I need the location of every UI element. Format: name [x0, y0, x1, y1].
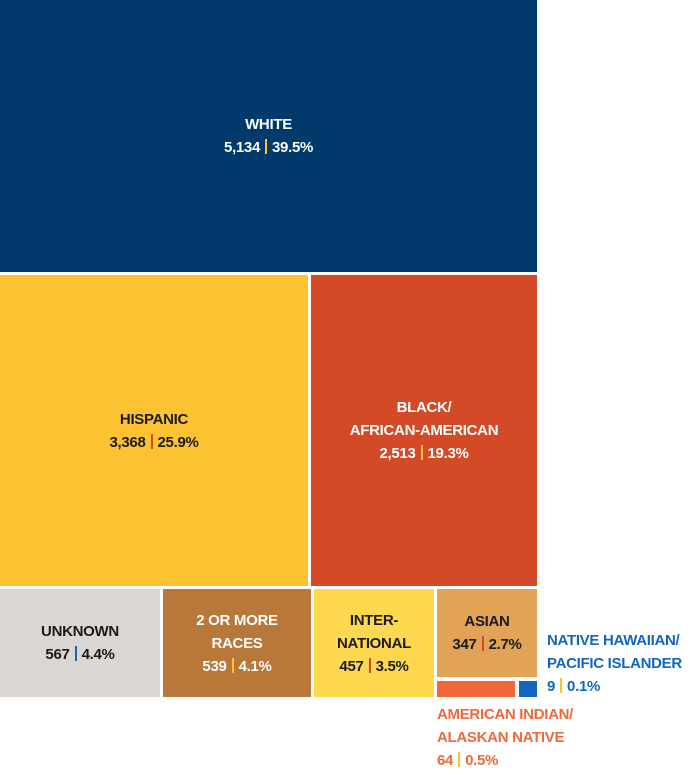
value-row: 9 0.1%	[547, 675, 600, 698]
percent-label: 4.1%	[238, 657, 272, 675]
percent-label: 4.4%	[81, 646, 115, 663]
count-label: 9	[547, 677, 556, 695]
percent-label: 3.5%	[375, 657, 409, 675]
tile	[437, 589, 537, 677]
category-name: INTER- NATIONAL	[337, 611, 411, 652]
count-label: 5,134	[223, 139, 260, 156]
category-name: NATIVE HAWAIIAN/ PACIFIC ISLANDER	[547, 631, 682, 672]
category-name: HISPANIC	[119, 410, 189, 428]
value-row: 567 4.4%	[45, 643, 115, 666]
percent-label: 25.9%	[157, 433, 199, 451]
separator	[481, 636, 484, 651]
percent-label: 39.5%	[272, 139, 314, 156]
percent-label: 0.1%	[567, 677, 601, 695]
tile-label: 2 OR MORE RACES 539 4.1%	[163, 589, 311, 697]
tile-label: AMERICAN INDIAN/ ALASKAN NATIVE 64 0.5%	[437, 702, 637, 772]
value-row: 64 0.5%	[437, 749, 498, 772]
category-name: UNKNOWN	[41, 623, 119, 640]
count-label: 64	[437, 751, 454, 769]
category-name: AMERICAN INDIAN/ ALASKAN NATIVE	[437, 705, 574, 746]
tile	[163, 589, 311, 697]
separator	[265, 139, 267, 154]
count-label: 567	[45, 646, 70, 663]
separator	[150, 433, 153, 449]
separator	[74, 646, 77, 661]
tile	[0, 0, 537, 272]
value-row: 5,134 39.5%	[224, 136, 313, 159]
tile	[519, 681, 537, 697]
count-label: 2,513	[379, 445, 416, 462]
tile	[0, 275, 308, 586]
percent-label: 19.3%	[427, 445, 469, 462]
tile	[314, 589, 434, 697]
value-row: 457 3.5%	[339, 655, 409, 678]
tile-label: HISPANIC 3,368 25.9%	[0, 275, 308, 586]
value-row: 347 2.7%	[452, 633, 522, 656]
tile-label: UNKNOWN 567 4.4%	[0, 589, 160, 697]
value-row: 2,513 19.3%	[379, 442, 469, 465]
percent-label: 2.7%	[488, 636, 522, 653]
value-row: 539 4.1%	[202, 655, 272, 678]
separator	[560, 677, 563, 693]
count-label: 347	[452, 636, 477, 653]
category-name: BLACK/ AFRICAN-AMERICAN	[349, 399, 499, 439]
percent-label: 0.5%	[465, 751, 499, 769]
separator	[368, 657, 371, 673]
category-name: 2 OR MORE RACES	[196, 611, 278, 652]
tile-label: INTER- NATIONAL 457 3.5%	[314, 589, 434, 697]
tile-label: ASIAN 347 2.7%	[437, 589, 537, 677]
value-row: 3,368 25.9%	[109, 431, 199, 454]
separator	[458, 751, 461, 767]
tile-label: BLACK/ AFRICAN-AMERICAN 2,513 19.3%	[311, 275, 537, 586]
tile-label: NATIVE HAWAIIAN/ PACIFIC ISLANDER 9 0.1%	[547, 626, 697, 700]
count-label: 457	[339, 657, 364, 675]
tile-label: WHITE 5,134 39.5%	[0, 0, 537, 272]
category-name: ASIAN	[464, 613, 510, 630]
tile	[311, 275, 537, 586]
tile	[0, 589, 160, 697]
tile	[437, 681, 515, 697]
separator	[420, 445, 423, 460]
category-name: WHITE	[245, 116, 292, 133]
count-label: 3,368	[109, 433, 146, 451]
separator	[231, 657, 234, 673]
count-label: 539	[202, 657, 227, 675]
